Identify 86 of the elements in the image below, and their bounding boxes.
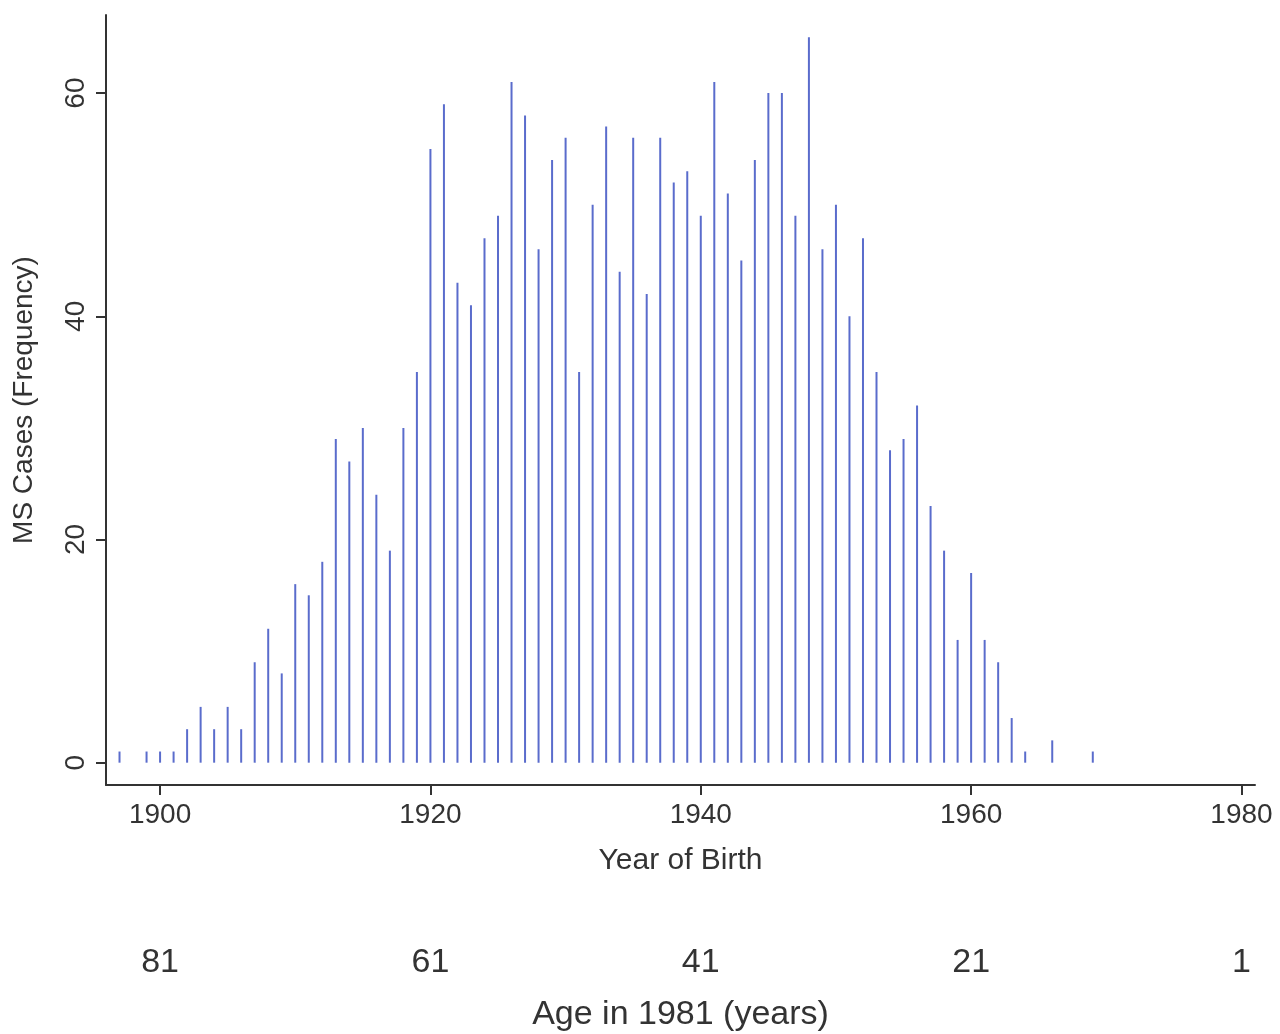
bar (294, 584, 297, 763)
bar (1091, 751, 1094, 763)
bar (1010, 718, 1013, 763)
bar (645, 293, 648, 763)
bar (632, 137, 635, 763)
bar (672, 182, 675, 763)
bar (280, 673, 283, 763)
bar (415, 372, 418, 763)
x-tick-label: 1900 (128, 797, 192, 829)
bar (145, 751, 148, 763)
bar (591, 204, 594, 763)
bar (118, 751, 121, 763)
bar (889, 450, 892, 763)
bar (307, 595, 310, 763)
bar (861, 238, 864, 763)
x2-tick-label: 41 (681, 941, 720, 979)
y-tick-label: 40 (58, 300, 90, 332)
bar (970, 572, 973, 763)
bar (767, 93, 770, 763)
bar (497, 215, 500, 763)
bar (199, 706, 202, 763)
bar (983, 639, 986, 763)
bar (713, 81, 716, 763)
bar (524, 115, 527, 763)
bar (1051, 740, 1054, 763)
bar (240, 729, 243, 763)
x2-tick-label: 1 (1232, 941, 1251, 979)
bar (172, 751, 175, 763)
x2-axis-title: Age in 1981 (years) (532, 993, 829, 1031)
y-tick-label: 20 (58, 523, 90, 556)
bar (159, 751, 162, 763)
bar (253, 662, 256, 763)
bar (780, 93, 783, 763)
bar (1024, 751, 1027, 763)
bar (807, 37, 810, 763)
x2-tick-label: 81 (141, 941, 179, 979)
bar (821, 249, 824, 763)
bar (929, 506, 932, 763)
bar (375, 494, 378, 763)
bar (943, 550, 946, 763)
bar (186, 729, 189, 763)
bar (726, 193, 729, 763)
x2-tick-label: 21 (952, 941, 991, 979)
x-tick-label: 1920 (399, 797, 462, 829)
bar (956, 639, 959, 763)
bar (429, 148, 432, 763)
bar (564, 137, 567, 763)
y-tick-label: 0 (58, 754, 90, 771)
bar (226, 706, 229, 763)
bar (402, 427, 405, 763)
x-tick-label: 1960 (939, 797, 1003, 829)
bar (321, 561, 324, 763)
x-tick-label: 1980 (1210, 797, 1273, 829)
bar (659, 137, 662, 763)
bar (537, 249, 540, 763)
bar (699, 215, 702, 763)
bar (740, 260, 743, 763)
y-axis-title: MS Cases (Frequency) (6, 256, 38, 544)
bar (361, 427, 364, 763)
bar (388, 550, 391, 763)
bar (483, 238, 486, 763)
bar (267, 628, 270, 763)
bar (618, 271, 621, 763)
bar (442, 104, 445, 763)
bar (753, 160, 756, 763)
bar (605, 126, 608, 763)
bar (213, 729, 216, 763)
bar (875, 372, 878, 763)
bar (686, 171, 689, 763)
bar (916, 405, 919, 763)
bar (997, 662, 1000, 763)
bar (794, 215, 797, 763)
y-tick-label: 60 (58, 77, 90, 109)
x2-tick-label: 61 (411, 941, 450, 979)
bar (578, 372, 581, 763)
bar (834, 204, 837, 763)
bar (510, 81, 513, 763)
bar (469, 305, 472, 763)
bar (848, 316, 851, 763)
x-axis-title: Year of Birth (598, 841, 763, 875)
bar (348, 461, 351, 763)
bar (551, 160, 554, 763)
bar (902, 439, 905, 763)
bar (334, 439, 337, 763)
bar (456, 282, 459, 763)
x-tick-label: 1940 (669, 797, 732, 829)
